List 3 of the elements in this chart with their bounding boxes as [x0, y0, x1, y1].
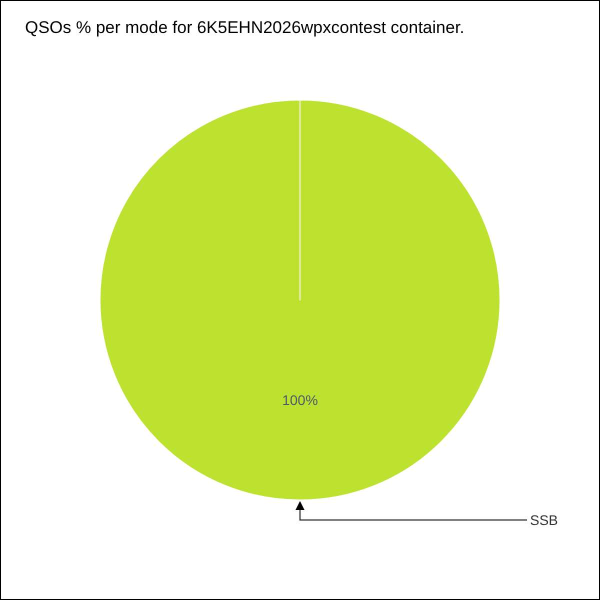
data-label: 100% — [282, 392, 318, 408]
slice-label: SSB — [530, 512, 558, 528]
chart-title: QSOs % per mode for 6K5EHN2026wpxcontest container. — [25, 18, 464, 37]
